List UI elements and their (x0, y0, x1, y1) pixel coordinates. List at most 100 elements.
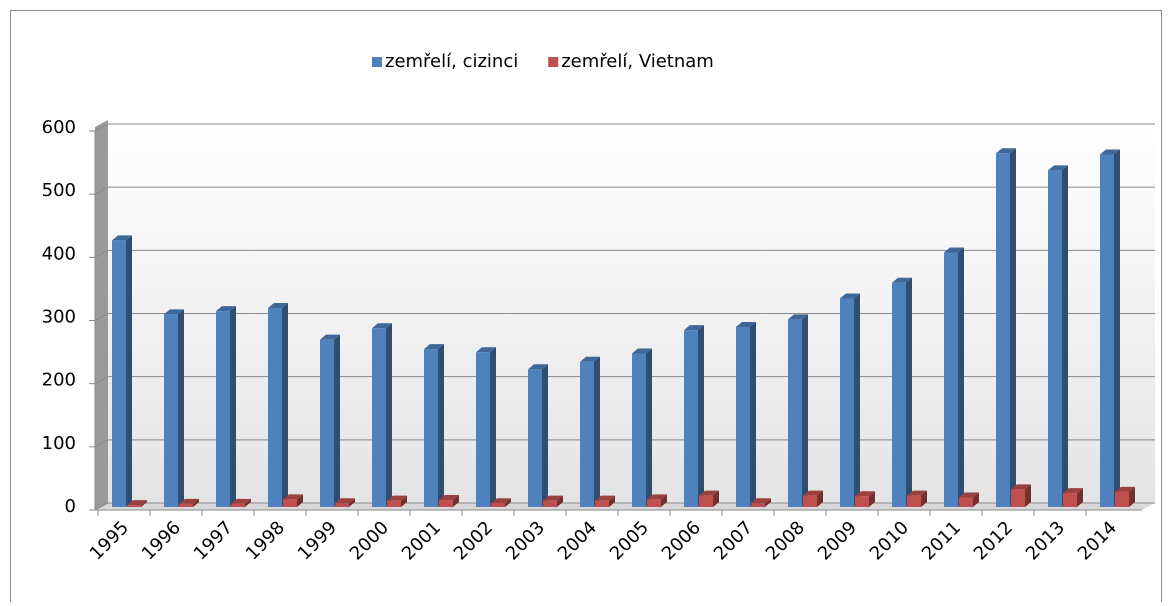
bar (268, 303, 288, 507)
bar-side (193, 498, 199, 507)
bar-front (164, 314, 178, 507)
bar-side (817, 490, 823, 507)
bar-top (699, 490, 719, 496)
grid-line-side (94, 439, 109, 448)
bar (1115, 486, 1135, 507)
bar-side (178, 309, 184, 507)
bar-top (283, 494, 303, 500)
bar (476, 347, 496, 507)
bar-side (646, 348, 652, 507)
legend-label: zemřelí, cizinci (385, 51, 518, 72)
bar-side (854, 293, 860, 507)
bar (283, 494, 303, 507)
bar-top (335, 498, 355, 504)
bar (1011, 484, 1031, 507)
bar-side (921, 490, 927, 507)
bar-top (231, 498, 251, 504)
bar-side (973, 492, 979, 507)
bar-top (840, 293, 860, 299)
bar-side (750, 321, 756, 507)
grid-line-side (94, 123, 109, 132)
bar-front (1115, 491, 1129, 507)
bar-side (906, 277, 912, 507)
bar-top (112, 235, 132, 241)
bar (684, 325, 704, 507)
bar-front (736, 326, 750, 507)
bar (892, 277, 912, 507)
bar-front (216, 311, 230, 507)
bar-side (1025, 484, 1031, 507)
bar-front (892, 282, 906, 507)
y-tick-label: 300 (42, 307, 76, 328)
bar-front (788, 319, 802, 507)
bar-side (245, 498, 251, 507)
bar-front (424, 349, 438, 507)
bar-side (386, 323, 392, 507)
bar (959, 492, 979, 507)
bar (439, 495, 459, 507)
bar-side (401, 495, 407, 507)
bar-front (491, 503, 505, 507)
bar-side (1077, 488, 1083, 507)
bar (1048, 165, 1068, 508)
bar-front (684, 330, 698, 507)
bar-side (542, 364, 548, 507)
bar (1063, 488, 1083, 507)
bar-top (424, 344, 444, 350)
bar-top (803, 490, 823, 496)
bar-front (1100, 154, 1114, 507)
bar-front (439, 500, 453, 507)
bar (840, 293, 860, 507)
y-tick-label: 200 (42, 370, 76, 391)
bar-front (528, 369, 542, 507)
bar-top (268, 303, 288, 309)
bar-side (557, 495, 563, 507)
grid-line-side (94, 186, 109, 195)
bar-side (297, 494, 303, 507)
bar-top (164, 309, 184, 315)
bar-front (268, 308, 282, 507)
bar-top (684, 325, 704, 331)
bar-front (647, 499, 661, 507)
bar-side (1062, 165, 1068, 508)
bar-front (372, 328, 386, 507)
bar-side (453, 495, 459, 507)
bar-top (127, 500, 147, 506)
bar-front (580, 361, 594, 507)
side-wall (95, 120, 108, 510)
bar-front (840, 298, 854, 507)
bar-top (647, 494, 667, 500)
bar (372, 323, 392, 507)
bar-top (216, 306, 236, 312)
bar-side (126, 235, 132, 508)
y-tick-label: 0 (65, 496, 76, 517)
bar-side (1114, 149, 1120, 507)
bar-front (632, 353, 646, 507)
bar-front (595, 500, 609, 507)
bar-top (320, 334, 340, 340)
bar-front (476, 352, 490, 507)
floor (95, 503, 1155, 510)
bar-side (141, 500, 147, 507)
bar-side (1010, 148, 1016, 507)
bar (179, 498, 199, 507)
bar (736, 321, 756, 507)
grid-line-side (94, 502, 109, 511)
bar-top (855, 491, 875, 497)
bar-top (1011, 484, 1031, 490)
y-tick-label: 400 (42, 243, 76, 264)
bar-front (283, 499, 297, 507)
bar-top (996, 148, 1016, 154)
bar-side (282, 303, 288, 507)
bar-side (958, 247, 964, 507)
bar-top (387, 495, 407, 501)
bar-top (1100, 149, 1120, 155)
bar-side (334, 334, 340, 507)
bar-side (869, 491, 875, 507)
bar-front (803, 495, 817, 507)
bar-top (372, 323, 392, 329)
bar (335, 498, 355, 507)
bar-front (959, 497, 973, 507)
bar (424, 344, 444, 507)
